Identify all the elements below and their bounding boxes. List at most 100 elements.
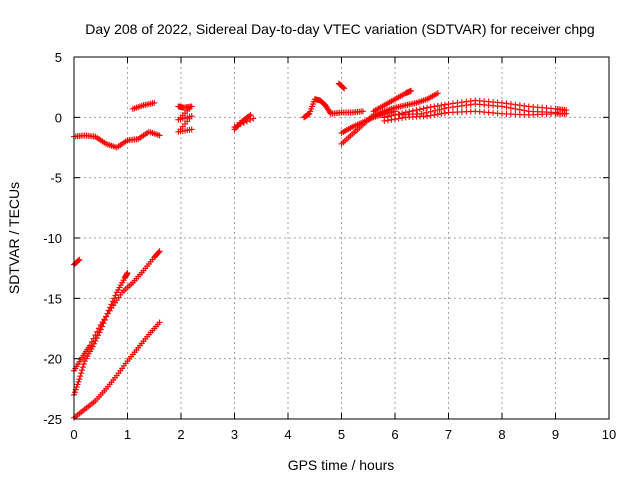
y-tick-label: -15 (43, 291, 62, 306)
data-point (96, 329, 103, 336)
series-band-mid (392, 101, 559, 118)
data-point (250, 115, 257, 122)
x-tick-label: 2 (177, 427, 184, 442)
data-point (424, 104, 431, 111)
data-point (77, 373, 84, 380)
data-point (73, 384, 80, 391)
data-points (71, 80, 570, 421)
data-point (108, 301, 115, 308)
data-point (521, 107, 528, 114)
data-point (75, 257, 82, 264)
data-point (79, 364, 86, 371)
data-point (463, 102, 470, 109)
y-tick-label: 0 (55, 110, 62, 125)
x-tick-label: 10 (602, 427, 616, 442)
axis-ticks: 0 1 2 3 4 5 6 7 8 9 10 -25 -20 -15 -10 -5 0 5 (43, 50, 616, 442)
series-short-5h (335, 80, 348, 92)
data-point (449, 104, 456, 111)
data-point (340, 84, 347, 91)
data-point (424, 113, 431, 120)
data-point (76, 376, 83, 383)
data-point (247, 116, 254, 123)
data-point (399, 114, 406, 121)
data-point (384, 117, 391, 124)
series-upper-short (129, 99, 158, 112)
data-point (427, 108, 434, 115)
data-point (413, 107, 420, 114)
x-axis-label: GPS time / hours (288, 457, 395, 473)
data-point (243, 118, 250, 125)
x-tick-label: 7 (445, 427, 452, 442)
data-point (434, 102, 441, 109)
x-tick-label: 3 (231, 427, 238, 442)
series-low-line (71, 128, 163, 151)
series-rise-5h-b (338, 108, 398, 137)
data-point (156, 248, 163, 255)
data-point (507, 105, 514, 112)
data-point (109, 298, 116, 305)
data-point (151, 99, 158, 106)
series-cluster-3h (231, 111, 257, 133)
series-rise-a (71, 248, 163, 374)
series-rise-c (71, 319, 163, 421)
data-point (434, 111, 441, 118)
data-point (71, 389, 78, 396)
y-tick-label: -10 (43, 231, 62, 246)
data-point (436, 106, 443, 113)
data-point (432, 107, 439, 114)
data-point (156, 132, 163, 139)
y-tick-label: -5 (50, 171, 62, 186)
y-axis-label: SDTVAR / TECUs (6, 182, 22, 294)
data-point (438, 102, 445, 109)
series-curl-4.5h (301, 96, 366, 121)
data-point (445, 104, 452, 111)
data-point (305, 111, 312, 118)
x-tick-label: 8 (498, 427, 505, 442)
x-tick-label: 4 (284, 427, 291, 442)
series-rise-5h (338, 90, 441, 147)
data-point (395, 115, 402, 122)
x-tick-label: 9 (552, 427, 559, 442)
data-point (104, 310, 111, 317)
data-point (326, 109, 333, 116)
data-point (341, 85, 348, 92)
data-point (155, 249, 162, 256)
data-point (431, 103, 438, 110)
data-point (76, 256, 83, 263)
data-point (80, 361, 87, 368)
data-point (75, 378, 82, 385)
data-point (512, 105, 519, 112)
data-point (423, 109, 430, 116)
series-low-start (71, 256, 83, 268)
data-point (441, 110, 448, 117)
data-point (91, 340, 98, 347)
data-point (100, 320, 107, 327)
data-point (454, 103, 461, 110)
data-point (107, 304, 114, 311)
data-point (112, 292, 119, 299)
data-point (438, 110, 445, 117)
data-point (434, 90, 441, 97)
data-point (431, 111, 438, 118)
data-point (87, 342, 94, 349)
data-point (93, 335, 100, 342)
series-rise-b (71, 269, 131, 398)
data-point (416, 106, 423, 113)
data-point (103, 313, 110, 320)
data-point (503, 104, 510, 111)
y-tick-label: -25 (43, 412, 62, 427)
data-point (124, 269, 131, 276)
data-point (231, 123, 238, 130)
data-point (92, 337, 99, 344)
data-point (420, 105, 427, 112)
data-point (105, 307, 112, 314)
data-point (381, 117, 388, 124)
data-point (516, 106, 523, 113)
data-point (237, 121, 244, 128)
data-point (95, 332, 102, 339)
data-point (78, 370, 85, 377)
y-tick-label: 5 (55, 50, 62, 65)
data-point (408, 87, 415, 94)
data-point (246, 112, 253, 119)
